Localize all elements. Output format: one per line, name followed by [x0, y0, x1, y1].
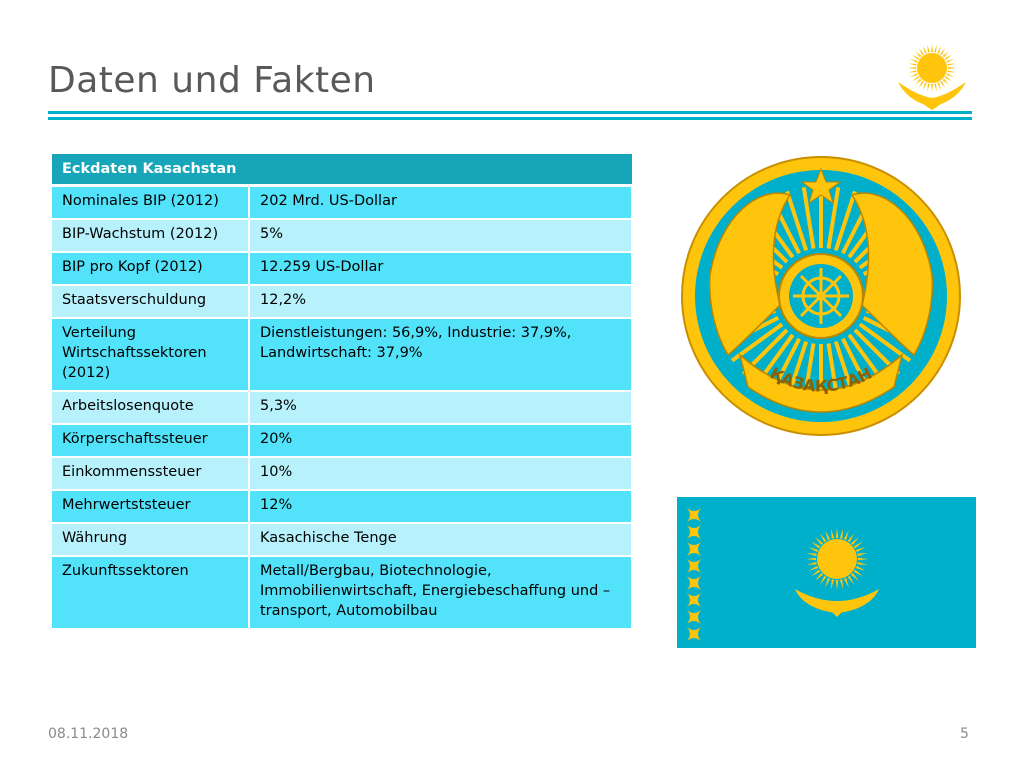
row-value: 12,2% [249, 285, 633, 319]
row-label: Währung [52, 523, 250, 557]
row-label: Körperschaftssteuer [52, 424, 250, 458]
row-label: BIP pro Kopf (2012) [52, 252, 250, 286]
row-value: 12% [249, 490, 633, 524]
title-rule-bottom [48, 117, 972, 120]
kazakhstan-emblem-icon: ҚАЗАҚСТАН [681, 156, 961, 436]
table-row: Einkommenssteuer 10% [52, 457, 633, 491]
row-label: Staatsverschuldung [52, 285, 250, 319]
row-value: 12.259 US-Dollar [249, 252, 633, 286]
footer-date: 08.11.2018 [48, 726, 129, 742]
row-value: 5,3% [249, 391, 633, 425]
row-label: Nominales BIP (2012) [52, 185, 250, 220]
row-label: Mehrwertststeuer [52, 490, 250, 524]
table-row: Körperschaftssteuer 20% [52, 424, 633, 458]
row-value: 5% [249, 219, 633, 253]
table-row: Mehrwertststeuer 12% [52, 490, 633, 524]
table-header: Eckdaten Kasachstan [52, 154, 632, 187]
sun-eagle-logo-icon [898, 44, 966, 110]
row-value: 202 Mrd. US-Dollar [249, 185, 633, 220]
row-label: Verteilung Wirtschaftssektoren (2012) [52, 318, 250, 392]
row-value: Kasachische Tenge [249, 523, 633, 557]
table-row: Staatsverschuldung 12,2% [52, 285, 633, 319]
row-label: Arbeitslosenquote [52, 391, 250, 425]
table-row: Zukunftssektoren Metall/Bergbau, Biotech… [52, 556, 633, 630]
row-label: BIP-Wachstum (2012) [52, 219, 250, 253]
row-value: Dienstleistungen: 56,9%, Industrie: 37,9… [249, 318, 633, 392]
title-rule-top [48, 111, 972, 114]
page-number: 5 [960, 726, 969, 742]
table-row: BIP pro Kopf (2012) 12.259 US-Dollar [52, 252, 633, 286]
row-label: Einkommenssteuer [52, 457, 250, 491]
table-row: Nominales BIP (2012) 202 Mrd. US-Dollar [52, 185, 633, 220]
table-row: Währung Kasachische Tenge [52, 523, 633, 557]
row-value: 20% [249, 424, 633, 458]
table-row: Verteilung Wirtschaftssektoren (2012) Di… [52, 318, 633, 392]
slide-title: Daten und Fakten [48, 60, 376, 101]
kazakhstan-flag-icon [677, 497, 976, 648]
row-label: Zukunftssektoren [52, 556, 250, 630]
key-data-table: Eckdaten Kasachstan Nominales BIP (2012)… [52, 154, 633, 630]
row-value: Metall/Bergbau, Biotechnologie, Immobili… [249, 556, 633, 630]
table-row: BIP-Wachstum (2012) 5% [52, 219, 633, 253]
table-row: Arbeitslosenquote 5,3% [52, 391, 633, 425]
row-value: 10% [249, 457, 633, 491]
